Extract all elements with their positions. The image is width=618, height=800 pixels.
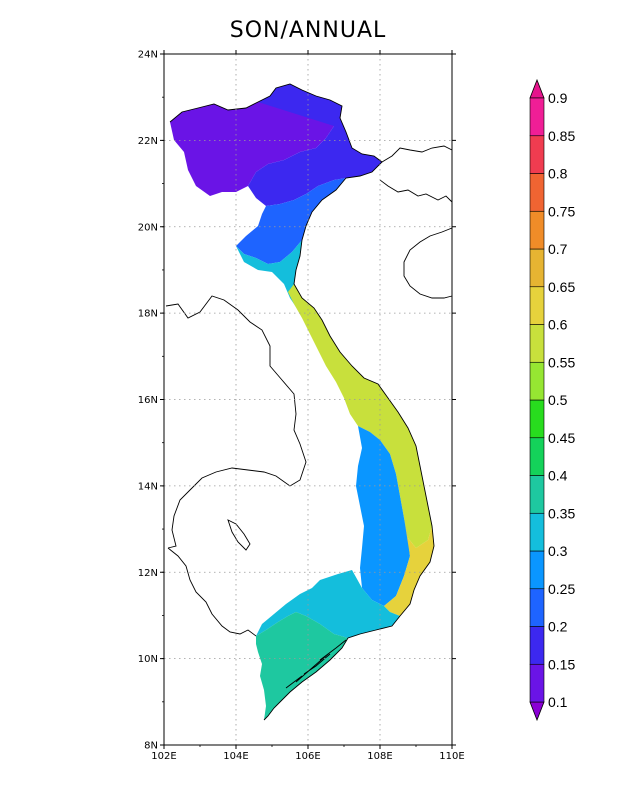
- colorbar-box: [529, 248, 545, 288]
- lon-tick-label: 110E: [439, 751, 464, 762]
- colorbar-extend-max: [529, 78, 545, 99]
- colorbar-box: [529, 475, 545, 514]
- region-central-coast: [288, 284, 432, 548]
- colorbar-label: 0.7: [548, 241, 568, 257]
- vietnam-shaded-field: [170, 84, 434, 720]
- colorbar-box: [529, 286, 545, 325]
- lat-tick-label: 14N: [138, 481, 158, 492]
- colorbar-label: 0.85: [548, 128, 575, 144]
- lat-tick-label: 24N: [138, 50, 158, 61]
- colorbar: 0.1 0.15 0.2 0.25 0.3 0.35 0.4 0.45 0.5 0.55 0.6 0.…: [529, 78, 575, 722]
- colorbar-label: 0.5: [548, 392, 568, 408]
- colorbar-box: [529, 324, 545, 363]
- region-south-central-coast: [384, 518, 434, 616]
- colorbar-extend-min: [529, 701, 545, 722]
- lon-tick-label: 108E: [367, 751, 392, 762]
- colorbar-box: [529, 626, 545, 665]
- map-gridlines: [164, 54, 452, 745]
- colorbar-box: [529, 437, 545, 476]
- colorbar-label: 0.55: [548, 354, 575, 370]
- colorbar-box: [529, 173, 545, 212]
- mekong-river-mouths: [285, 639, 347, 689]
- lat-tick-label: 12N: [138, 568, 158, 579]
- coastline-hainan: [403, 227, 453, 299]
- colorbar-box: [529, 550, 545, 590]
- region-central-highlands: [356, 426, 410, 606]
- region-red-river-delta: [236, 178, 346, 264]
- lon-tick-label: 104E: [223, 751, 248, 762]
- border-laos-cambodia: [165, 295, 307, 549]
- region-mekong-delta: [256, 612, 348, 720]
- lat-tick-label: 10N: [138, 654, 158, 665]
- colorbar-label: 0.45: [548, 430, 575, 446]
- map-title: SON/ANNUAL: [229, 18, 387, 43]
- colorbar-box: [529, 512, 545, 552]
- lon-tick-label: 106E: [295, 751, 320, 762]
- coastline-china-south: [379, 179, 453, 203]
- lake-tonle-sap: [227, 519, 251, 551]
- colorbar-box: [529, 663, 545, 703]
- colorbar-label: 0.75: [548, 203, 575, 219]
- coastline-gulf-thailand: [167, 547, 257, 637]
- colorbar-label: 0.35: [548, 505, 575, 521]
- colorbar-box: [529, 97, 545, 137]
- colorbar-label: 0.4: [548, 468, 568, 484]
- lat-tick-label: 20N: [138, 222, 158, 233]
- region-southeast: [256, 570, 400, 638]
- colorbar-label: 0.6: [548, 317, 568, 333]
- lat-tick-label: 16N: [138, 395, 158, 406]
- map-axes: 8N 10N 12N 14N 16N 18N 20N 22N 24N 102E 104E 106E 10…: [138, 50, 465, 763]
- region-north: [248, 84, 382, 206]
- lat-tick-label: 22N: [138, 136, 158, 147]
- lat-tick-label: 8N: [144, 741, 158, 752]
- colorbar-label: 0.8: [548, 166, 568, 182]
- colorbar-label: 0.25: [548, 581, 575, 597]
- coastline-outlines: [165, 83, 453, 721]
- colorbar-label: 0.3: [548, 543, 568, 559]
- lon-tick-label: 102E: [151, 751, 176, 762]
- colorbar-label: 0.2: [548, 619, 568, 635]
- colorbar-label: 0.1: [548, 694, 568, 710]
- coastline-vietnam: [169, 83, 435, 721]
- colorbar-label: 0.65: [548, 279, 575, 295]
- coastline-china: [381, 145, 453, 163]
- colorbar-box: [529, 361, 545, 401]
- colorbar-label: 0.9: [548, 90, 568, 106]
- colorbar-label: 0.15: [548, 656, 575, 672]
- colorbar-box: [529, 399, 545, 439]
- colorbar-box: [529, 588, 545, 627]
- lat-tick-label: 18N: [138, 309, 158, 320]
- colorbar-box: [529, 135, 545, 174]
- colorbar-box: [529, 210, 545, 250]
